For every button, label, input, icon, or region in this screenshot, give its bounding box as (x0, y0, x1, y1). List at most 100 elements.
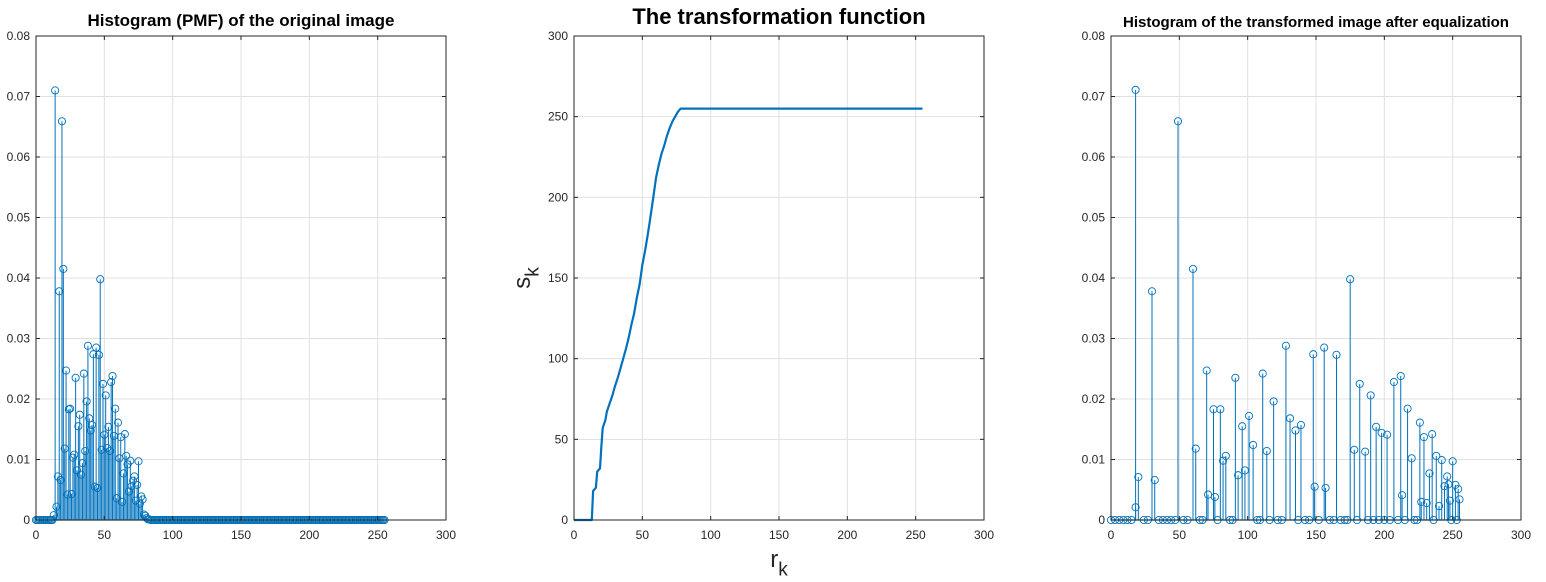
stem-marker (127, 482, 136, 491)
stem-marker (1451, 480, 1460, 489)
y-tick-label: 150 (548, 271, 568, 285)
stem-marker (1320, 343, 1329, 352)
stem-marker (1216, 405, 1225, 414)
y-axis-label: sk (509, 267, 543, 289)
y-tick-label: 0.03 (7, 332, 31, 346)
stem-marker (1147, 287, 1157, 296)
stem-marker (1231, 373, 1240, 382)
stem-marker (1417, 497, 1426, 506)
stem-marker (1422, 499, 1431, 508)
x-tick-label: 50 (1173, 528, 1187, 542)
stem-marker (1366, 391, 1375, 400)
y-tick-label: 0.06 (7, 150, 31, 164)
x-tick-label: 50 (98, 528, 112, 542)
stem-marker (108, 371, 117, 381)
x-tick-label: 150 (769, 528, 789, 542)
y-tick-label: 0.03 (1082, 332, 1106, 346)
y-tick-label: 0.02 (7, 392, 31, 406)
stem-marker (1454, 485, 1463, 494)
stem-marker (74, 422, 83, 431)
stem-marker (1455, 495, 1464, 504)
stem-marker (1296, 420, 1306, 430)
stem-marker (1191, 444, 1200, 453)
stem-marker (1332, 350, 1341, 359)
stem-marker (101, 391, 110, 400)
stem-marker (113, 418, 123, 427)
stem-marker (1131, 503, 1140, 512)
x-tick-label: 200 (1374, 528, 1394, 542)
y-tick-label: 0.07 (1082, 90, 1106, 104)
stem-marker (128, 476, 138, 485)
x-tick-label: 150 (1306, 528, 1326, 542)
x-tick-label: 100 (163, 528, 183, 542)
stem-marker (1244, 411, 1254, 420)
stem-marker (1309, 350, 1318, 359)
stem-marker (1407, 454, 1416, 463)
stem-marker (1249, 440, 1258, 450)
stem-marker (1150, 476, 1159, 485)
y-tick-label: 0.04 (7, 271, 31, 285)
stem-marker (1437, 456, 1446, 465)
y-tick-label: 0 (23, 513, 30, 527)
stem-marker (1188, 264, 1198, 273)
stem-marker (138, 495, 147, 504)
stem-marker (111, 404, 120, 413)
y-tick-label: 300 (548, 29, 568, 43)
stem-marker (81, 446, 90, 456)
stem-marker (1269, 397, 1278, 406)
x-tick-label: 300 (974, 528, 994, 542)
y-tick-label: 0.01 (1082, 453, 1106, 467)
stem-marker (116, 433, 125, 442)
stem-marker (1377, 428, 1386, 437)
y-tick-label: 0.06 (1082, 150, 1106, 164)
stem-marker (57, 117, 67, 126)
stem-marker (1389, 378, 1398, 387)
stem-marker (59, 264, 68, 273)
stem-marker (1372, 422, 1381, 431)
stem-marker (71, 373, 80, 382)
y-tick-label: 0 (561, 513, 568, 527)
x-tick-label: 100 (701, 528, 721, 542)
x-tick-label: 150 (231, 528, 251, 542)
stem-marker (1281, 341, 1290, 350)
x-tick-label: 200 (837, 528, 857, 542)
y-tick-label: 0.05 (1082, 211, 1106, 225)
stem-marker (75, 410, 84, 419)
stem-marker (1415, 418, 1424, 427)
x-tick-label: 0 (1108, 528, 1115, 542)
y-tick-label: 0.04 (1082, 271, 1106, 285)
chart-title: The transformation function (632, 4, 925, 29)
stem-marker (1210, 492, 1219, 502)
stem-marker (1221, 451, 1230, 460)
stem-marker (83, 341, 92, 350)
stem-marker (86, 426, 95, 435)
x-tick-label: 250 (368, 528, 388, 542)
stem-marker (1425, 469, 1434, 478)
x-tick-label: 300 (436, 528, 456, 542)
x-tick-label: 250 (906, 528, 926, 542)
y-tick-label: 0 (1098, 513, 1105, 527)
stem-marker (126, 456, 135, 465)
stem-marker (60, 444, 69, 453)
stem-marker (1238, 422, 1247, 431)
stem-marker (122, 451, 131, 460)
stem-marker (94, 350, 103, 359)
stem-marker (1173, 117, 1183, 126)
stem-marker (1219, 456, 1228, 465)
stem-marker (1396, 371, 1405, 381)
chart-title: Histogram (PMF) of the original image (88, 11, 395, 30)
y-tick-label: 0.02 (1082, 392, 1106, 406)
stem-marker (1403, 404, 1412, 413)
stem-marker (1131, 85, 1140, 94)
y-tick-label: 0.01 (7, 453, 31, 467)
x-tick-label: 100 (1238, 528, 1258, 542)
y-tick-label: 250 (548, 110, 568, 124)
stem-marker (134, 457, 143, 466)
stem-marker (1350, 445, 1359, 454)
stem-marker (98, 379, 108, 388)
stem-marker (130, 472, 139, 481)
y-tick-label: 200 (548, 190, 568, 204)
y-tick-label: 0.05 (7, 211, 31, 225)
stem-marker (82, 397, 91, 406)
